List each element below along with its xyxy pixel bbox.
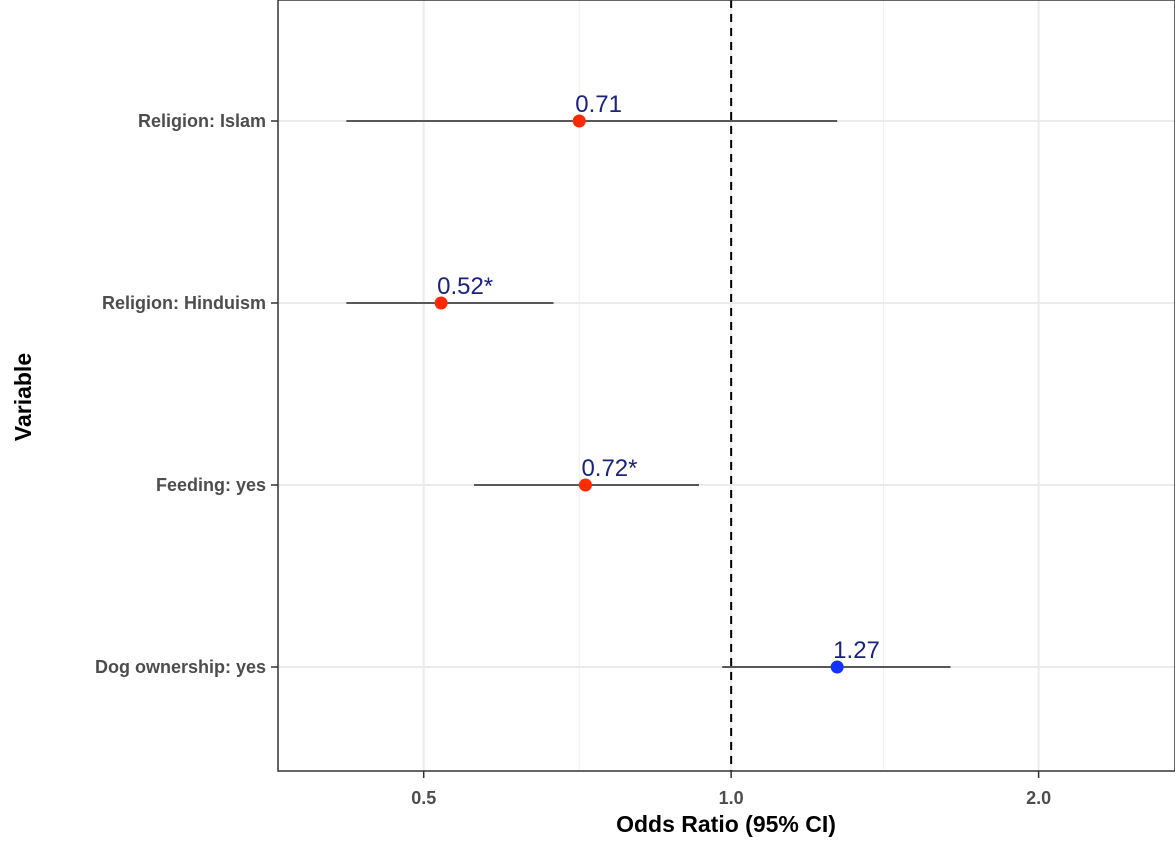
y-tick-label-0: Religion: Islam [138, 111, 266, 131]
x-tick-label-2: 2.0 [1026, 788, 1051, 808]
point-label-1: 0.52* [437, 273, 493, 300]
point-estimates [434, 114, 844, 674]
x-tick-label-1: 1.0 [719, 788, 744, 808]
point-label-2: 0.72* [581, 455, 637, 482]
y-tick-label-2: Feeding: yes [156, 475, 266, 495]
x-axis: 0.5 1.0 2.0 [411, 771, 1051, 808]
point-labels: 0.71 0.52* 0.72* 1.27 [437, 91, 880, 664]
point-estimate-2 [578, 478, 592, 492]
y-tick-label-1: Religion: Hinduism [102, 293, 266, 313]
x-tick-label-0: 0.5 [411, 788, 436, 808]
point-estimate-3 [830, 660, 844, 674]
panel-background [278, 0, 1175, 771]
point-estimate-1 [434, 296, 448, 310]
y-axis-title: Variable [10, 353, 36, 441]
y-axis: Religion: Islam Religion: Hinduism Feeding… [95, 111, 278, 677]
panel-border [277, 0, 1175, 772]
point-label-0: 0.71 [575, 91, 622, 118]
x-axis-title: Odds Ratio (95% CI) [616, 811, 836, 837]
point-estimate-0 [572, 114, 586, 128]
point-label-3: 1.27 [833, 637, 880, 664]
y-tick-label-3: Dog ownership: yes [95, 657, 266, 677]
